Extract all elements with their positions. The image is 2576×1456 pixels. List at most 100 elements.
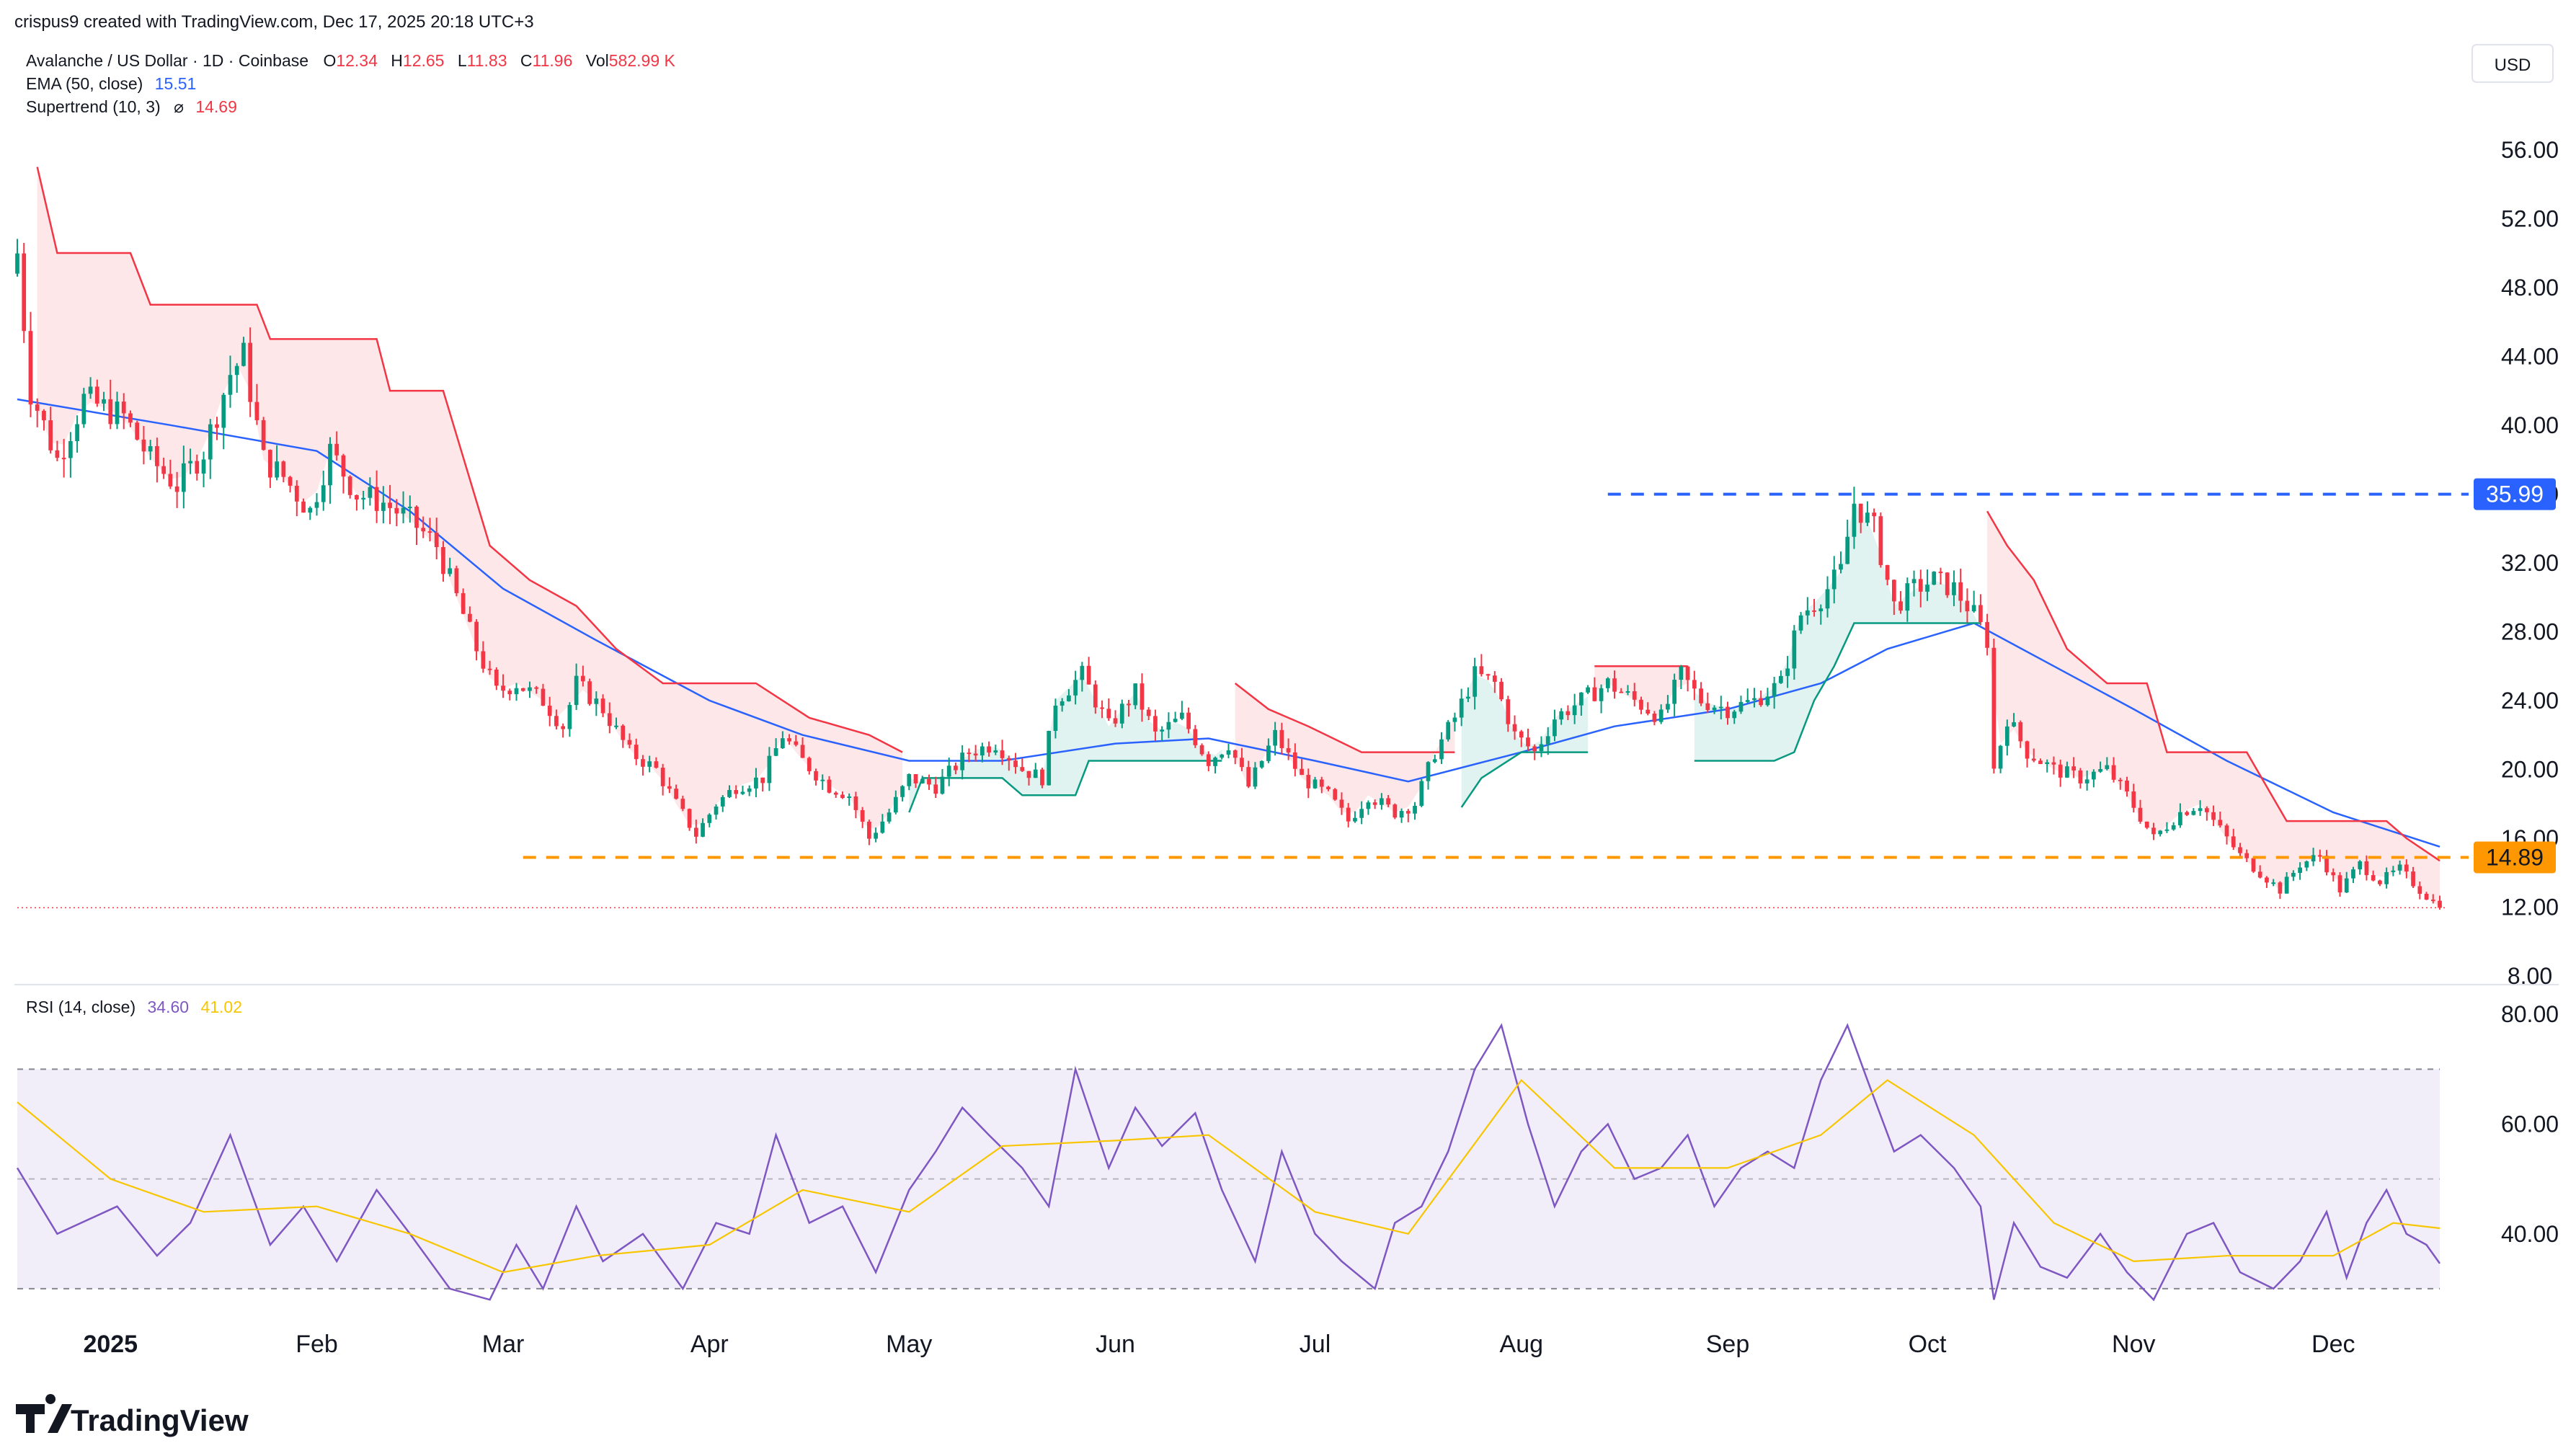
candle-body — [1153, 716, 1158, 732]
ohlc-low-label: L — [458, 51, 467, 70]
candle-body — [594, 698, 599, 704]
candle-body — [1413, 805, 1417, 814]
candle-body — [328, 443, 332, 486]
candle-body — [2058, 764, 2063, 778]
candle — [1985, 613, 1989, 656]
supertrend-legend-label: Supertrend (10, 3) — [26, 97, 161, 116]
candle-body — [634, 745, 639, 760]
supertrend-legend[interactable]: Supertrend (10, 3) ⌀ 14.69 — [26, 97, 237, 116]
candle-body — [1040, 769, 1044, 786]
candle — [2051, 756, 2056, 775]
candle-body — [660, 768, 665, 786]
candle-body — [1718, 706, 1723, 709]
supertrend-legend-value: 14.69 — [195, 97, 237, 116]
candle-body — [461, 592, 466, 614]
candle-body — [1499, 681, 1504, 700]
price-tick-label: 32.00 — [2501, 550, 2559, 576]
price-tick-label: 12.00 — [2501, 894, 2559, 920]
price-tick-label: 28.00 — [2501, 618, 2559, 644]
candle-body — [734, 790, 739, 794]
currency-label: USD — [2495, 56, 2531, 75]
candle-body — [1666, 703, 1670, 710]
candle — [967, 748, 972, 763]
candle-body — [2151, 827, 2156, 835]
candle — [2111, 757, 2116, 783]
candle-body — [2125, 780, 2129, 792]
candle-body — [407, 507, 412, 509]
candle — [2278, 881, 2283, 900]
candle — [1891, 579, 1896, 616]
candle-body — [607, 713, 612, 727]
candle-body — [2317, 855, 2322, 857]
candle — [1792, 625, 1797, 680]
ema-legend[interactable]: EMA (50, close) 15.51 — [26, 74, 196, 93]
candle-body — [1180, 712, 1184, 719]
candle — [2211, 805, 2216, 827]
candle-body — [161, 466, 166, 474]
candle — [2364, 855, 2369, 881]
price-axis[interactable]: 8.0012.0016.0020.0024.0028.0032.0036.004… — [2501, 137, 2559, 989]
candle — [394, 499, 399, 527]
candle-body — [1825, 589, 1830, 609]
candle — [1952, 570, 1956, 606]
candle — [1858, 503, 1863, 533]
rsi-pane[interactable] — [14, 986, 2455, 1328]
time-tick-label: Oct — [1909, 1331, 1947, 1358]
time-tick-label: Nov — [2112, 1331, 2155, 1358]
candle-body — [75, 424, 79, 442]
candle — [2404, 859, 2409, 879]
candle — [1226, 743, 1231, 758]
candle — [68, 432, 73, 478]
candle — [1738, 696, 1744, 714]
candle — [1852, 487, 1857, 549]
candle-body — [1858, 503, 1863, 523]
candle-body — [1253, 767, 1258, 787]
candle — [1100, 700, 1104, 719]
candle-body — [1259, 760, 1264, 768]
rsi-legend[interactable]: RSI (14, close) 34.60 41.02 — [26, 998, 242, 1016]
candle — [494, 667, 499, 691]
supertrend-line — [1694, 622, 1981, 762]
symbol-legend[interactable]: Avalanche / US Dollar · 1D · Coinbase O1… — [26, 51, 676, 70]
candle-body — [687, 809, 692, 828]
candle-body — [773, 747, 778, 756]
candle — [647, 755, 652, 773]
price-tick-label: 44.00 — [2501, 343, 2559, 369]
tradingview-logo-icon — [16, 1394, 72, 1433]
candle — [2411, 866, 2415, 889]
currency-button[interactable] — [2471, 44, 2554, 83]
tradingview-logo[interactable]: TradingView — [16, 1394, 249, 1437]
candle-body — [1752, 698, 1756, 701]
candle — [2251, 857, 2256, 874]
candle — [2271, 879, 2276, 887]
candle-body — [494, 669, 499, 686]
candle — [1233, 749, 1238, 765]
main-pane[interactable] — [14, 43, 2455, 980]
candle — [541, 683, 546, 706]
candle — [833, 791, 838, 798]
candle-body — [987, 746, 991, 753]
candle — [807, 756, 812, 775]
candle — [2105, 757, 2110, 771]
candle — [2424, 892, 2429, 900]
time-axis[interactable]: 2025 Feb Mar Apr May Jun Jul Aug Sep Oct Nov Dec — [83, 1331, 2355, 1358]
candle-body — [1779, 675, 1783, 683]
candle-body — [1359, 809, 1364, 818]
candle — [1439, 732, 1444, 764]
candle-body — [261, 420, 266, 450]
candle-body — [1625, 691, 1630, 693]
candle-body — [1313, 779, 1318, 789]
candle — [1732, 709, 1737, 724]
candle-body — [1279, 729, 1284, 748]
candle — [81, 388, 86, 428]
candle-body — [1339, 799, 1344, 808]
candle — [727, 785, 732, 799]
candle-body — [693, 827, 698, 837]
ohlc-close-label: C — [520, 51, 533, 70]
candle — [2031, 748, 2036, 763]
supertrend-fill-area — [37, 167, 903, 830]
rsi-axis[interactable]: 40.00 60.00 80.00 — [2501, 1001, 2559, 1247]
candle-body — [2004, 726, 2009, 746]
candle-body — [1393, 804, 1398, 818]
candle — [407, 495, 412, 523]
